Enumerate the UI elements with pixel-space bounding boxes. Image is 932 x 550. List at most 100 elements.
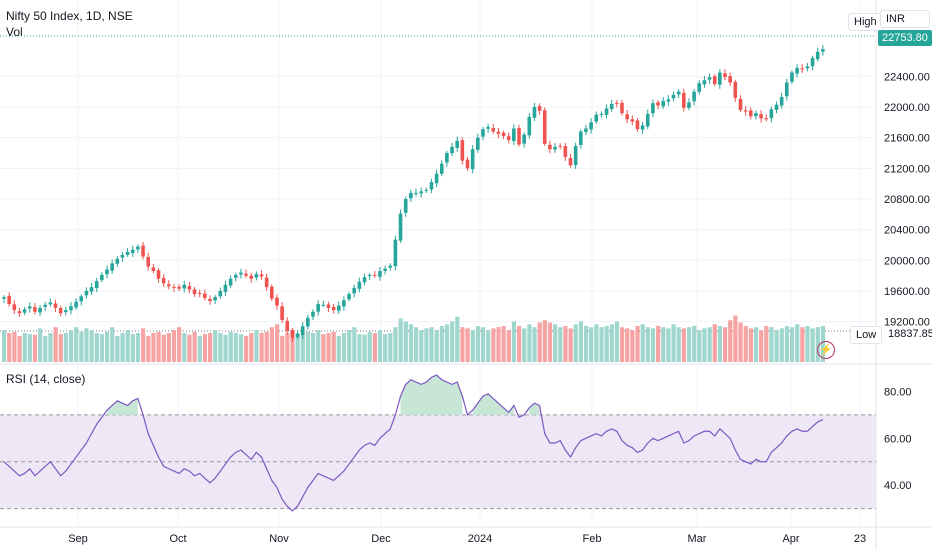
candle-body xyxy=(94,281,99,289)
volume-bar xyxy=(177,327,182,362)
candle-body xyxy=(615,102,619,104)
candle-body xyxy=(697,83,702,92)
volume-bar xyxy=(527,324,532,362)
volume-bar xyxy=(182,333,187,362)
lightning-icon[interactable]: ⚡ xyxy=(817,341,835,359)
candle-body xyxy=(661,100,665,107)
volume-bar xyxy=(38,328,43,362)
rsi-overbought-fill xyxy=(472,393,514,415)
candle-body xyxy=(630,119,635,122)
candle-body xyxy=(233,274,238,278)
candle-body xyxy=(743,110,748,112)
candle-body xyxy=(27,306,32,309)
volume-bar xyxy=(321,334,326,362)
candle-body xyxy=(218,291,223,297)
volume-bar xyxy=(398,318,403,362)
candle-body xyxy=(815,51,820,60)
candle-body xyxy=(182,284,187,289)
candle-body xyxy=(682,92,686,108)
price-tick-label: 21200.00 xyxy=(884,163,930,175)
volume-bar xyxy=(599,327,604,362)
volume-bar xyxy=(419,330,424,362)
candle-body xyxy=(419,191,423,194)
candle-body xyxy=(311,311,315,317)
candle-body xyxy=(450,146,454,154)
volume-bar xyxy=(259,333,264,362)
candle-body xyxy=(373,274,377,276)
candle-body xyxy=(645,113,650,127)
candle-body xyxy=(156,270,161,279)
volume-bar xyxy=(511,321,517,362)
high-button[interactable]: High xyxy=(848,13,883,31)
volume-bar xyxy=(43,335,48,362)
volume-bar xyxy=(290,330,295,362)
candle-body xyxy=(79,296,84,302)
currency-button[interactable]: INR xyxy=(880,10,930,28)
low-button[interactable]: Low xyxy=(850,326,883,344)
volume-bar xyxy=(280,335,285,362)
candle-body xyxy=(43,304,47,307)
volume-bar xyxy=(661,327,666,362)
volume-bar xyxy=(645,327,650,362)
last-price-badge: 22753.80 xyxy=(878,30,932,46)
time-tick-label: Oct xyxy=(169,533,186,545)
volume-bar xyxy=(341,333,347,362)
volume-bar xyxy=(32,334,38,362)
candle-body xyxy=(795,67,799,74)
volume-bar xyxy=(99,334,105,362)
volume-bar xyxy=(7,333,12,362)
volume-bar xyxy=(357,334,362,362)
time-tick-label: 23 xyxy=(854,533,866,545)
volume-bar xyxy=(424,328,429,362)
candle-body xyxy=(172,286,176,288)
candle-body xyxy=(367,274,372,277)
volume-bar xyxy=(558,327,563,362)
axes: 22400.00 22000.00 21600.00 21200.00 20800.00… xyxy=(68,71,930,545)
rsi-overbought-fill xyxy=(107,398,138,415)
volume-bar xyxy=(408,324,414,362)
volume-bar xyxy=(156,331,161,362)
candle-body xyxy=(388,265,393,268)
volume-bar xyxy=(702,328,707,362)
volume-bar xyxy=(326,333,331,362)
volume-bars xyxy=(2,315,826,362)
time-tick-label: Sep xyxy=(68,533,88,545)
volume-bar xyxy=(480,327,486,362)
volume-bar xyxy=(810,328,815,362)
candle-body xyxy=(187,286,192,290)
price-tick-label: 20800.00 xyxy=(884,194,930,206)
volume-bar xyxy=(68,330,74,362)
candle-body xyxy=(821,49,825,52)
volume-bar xyxy=(311,333,316,362)
volume-bar xyxy=(506,330,511,362)
candle-body xyxy=(764,118,768,120)
candle-body xyxy=(270,286,274,299)
volume-bar xyxy=(377,330,383,362)
candle-body xyxy=(409,192,413,199)
candle-body xyxy=(496,131,501,134)
candle-body xyxy=(151,267,156,272)
candle-body xyxy=(383,268,387,271)
candle-body xyxy=(568,157,573,166)
candle-body xyxy=(17,311,22,314)
volume-bar xyxy=(553,324,558,362)
candle-body xyxy=(130,249,135,254)
candle-body xyxy=(584,128,588,133)
price-tick-label: 20400.00 xyxy=(884,225,930,237)
candle-body xyxy=(609,103,614,110)
volume-bar xyxy=(470,330,475,362)
volume-bar xyxy=(12,331,17,362)
candle-body xyxy=(774,104,779,110)
price-tick-label: 19200.00 xyxy=(884,317,930,329)
candle-body xyxy=(707,77,712,80)
candle-body xyxy=(53,303,58,308)
volume-bar xyxy=(620,327,625,362)
volume-bar xyxy=(274,324,280,362)
low-price-badge: 18837.85 xyxy=(888,328,932,340)
volume-bar xyxy=(542,320,547,362)
volume-bar xyxy=(723,327,728,362)
candle-body xyxy=(517,128,521,145)
volume-bar xyxy=(130,334,135,362)
candle-body xyxy=(22,309,27,313)
